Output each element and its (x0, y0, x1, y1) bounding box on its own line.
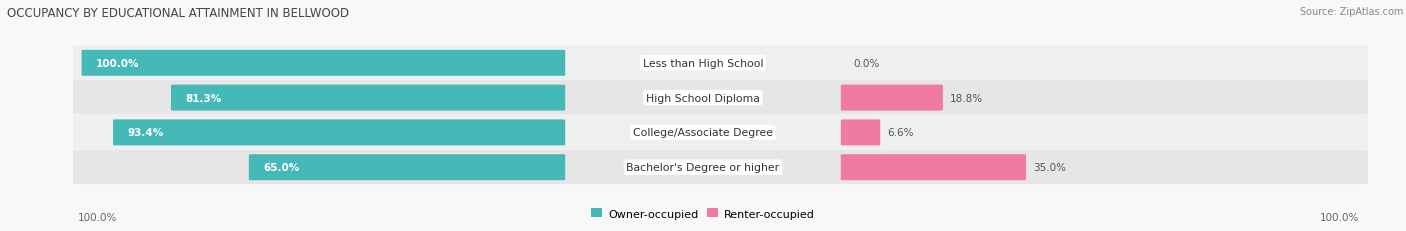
Text: Less than High School: Less than High School (643, 58, 763, 69)
Text: High School Diploma: High School Diploma (647, 93, 759, 103)
Text: Bachelor's Degree or higher: Bachelor's Degree or higher (627, 162, 779, 173)
Text: 81.3%: 81.3% (186, 93, 221, 103)
Text: Source: ZipAtlas.com: Source: ZipAtlas.com (1299, 7, 1403, 17)
Text: 6.6%: 6.6% (887, 128, 914, 138)
Text: 35.0%: 35.0% (1033, 162, 1066, 173)
Text: College/Associate Degree: College/Associate Degree (633, 128, 773, 138)
Text: 0.0%: 0.0% (853, 58, 880, 69)
Text: 18.8%: 18.8% (950, 93, 983, 103)
Legend: Owner-occupied, Renter-occupied: Owner-occupied, Renter-occupied (586, 204, 820, 223)
Text: 65.0%: 65.0% (263, 162, 299, 173)
Text: OCCUPANCY BY EDUCATIONAL ATTAINMENT IN BELLWOOD: OCCUPANCY BY EDUCATIONAL ATTAINMENT IN B… (7, 7, 349, 20)
Text: 93.4%: 93.4% (127, 128, 163, 138)
Text: 100.0%: 100.0% (77, 212, 117, 222)
Text: 100.0%: 100.0% (1320, 212, 1360, 222)
Text: 100.0%: 100.0% (96, 58, 139, 69)
